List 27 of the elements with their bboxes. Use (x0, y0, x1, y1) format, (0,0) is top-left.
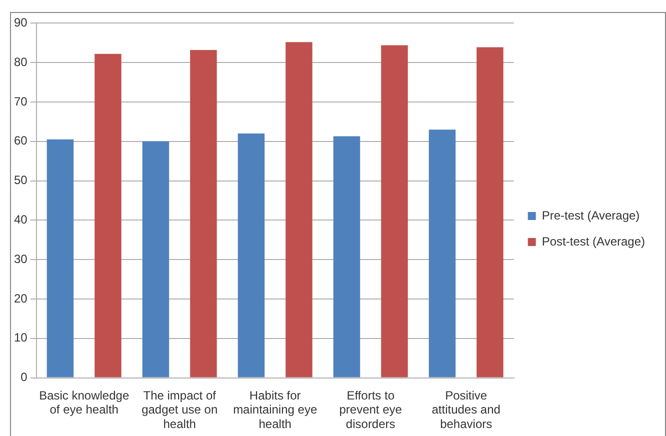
y-tick-label: 90 (14, 16, 28, 30)
y-tick-label: 30 (14, 252, 28, 266)
bar (142, 141, 170, 378)
x-tick-label: Efforts to prevent eye disorders (339, 388, 402, 432)
y-tick-label: 80 (14, 54, 28, 69)
bar (428, 130, 456, 378)
y-tick-label: 50 (14, 173, 28, 188)
y-tick-label: 70 (14, 94, 28, 108)
x-tick-label: The impact of gadget use on health (142, 388, 218, 432)
bar (94, 54, 122, 378)
x-tick-label: Positive attitudes and behaviors (432, 388, 500, 432)
y-tick-label: 0 (20, 370, 28, 384)
bar (381, 45, 408, 378)
x-tick-label: Habits for maintaining eye health (233, 388, 318, 432)
bar (190, 50, 217, 378)
bar (476, 47, 504, 378)
y-tick-label: 10 (14, 330, 28, 345)
bar (286, 42, 312, 378)
bar (238, 134, 265, 378)
y-tick-label: 60 (14, 134, 28, 148)
legend-label: Post-test (Average) (542, 234, 646, 248)
legend-label: Pre-test (Average) (542, 208, 640, 222)
x-tick-label: Basic knowledge of eye health (39, 388, 130, 417)
y-tick-label: 40 (14, 212, 28, 227)
y-tick-label: 20 (14, 291, 28, 306)
bar (46, 139, 74, 378)
bar (333, 136, 360, 378)
